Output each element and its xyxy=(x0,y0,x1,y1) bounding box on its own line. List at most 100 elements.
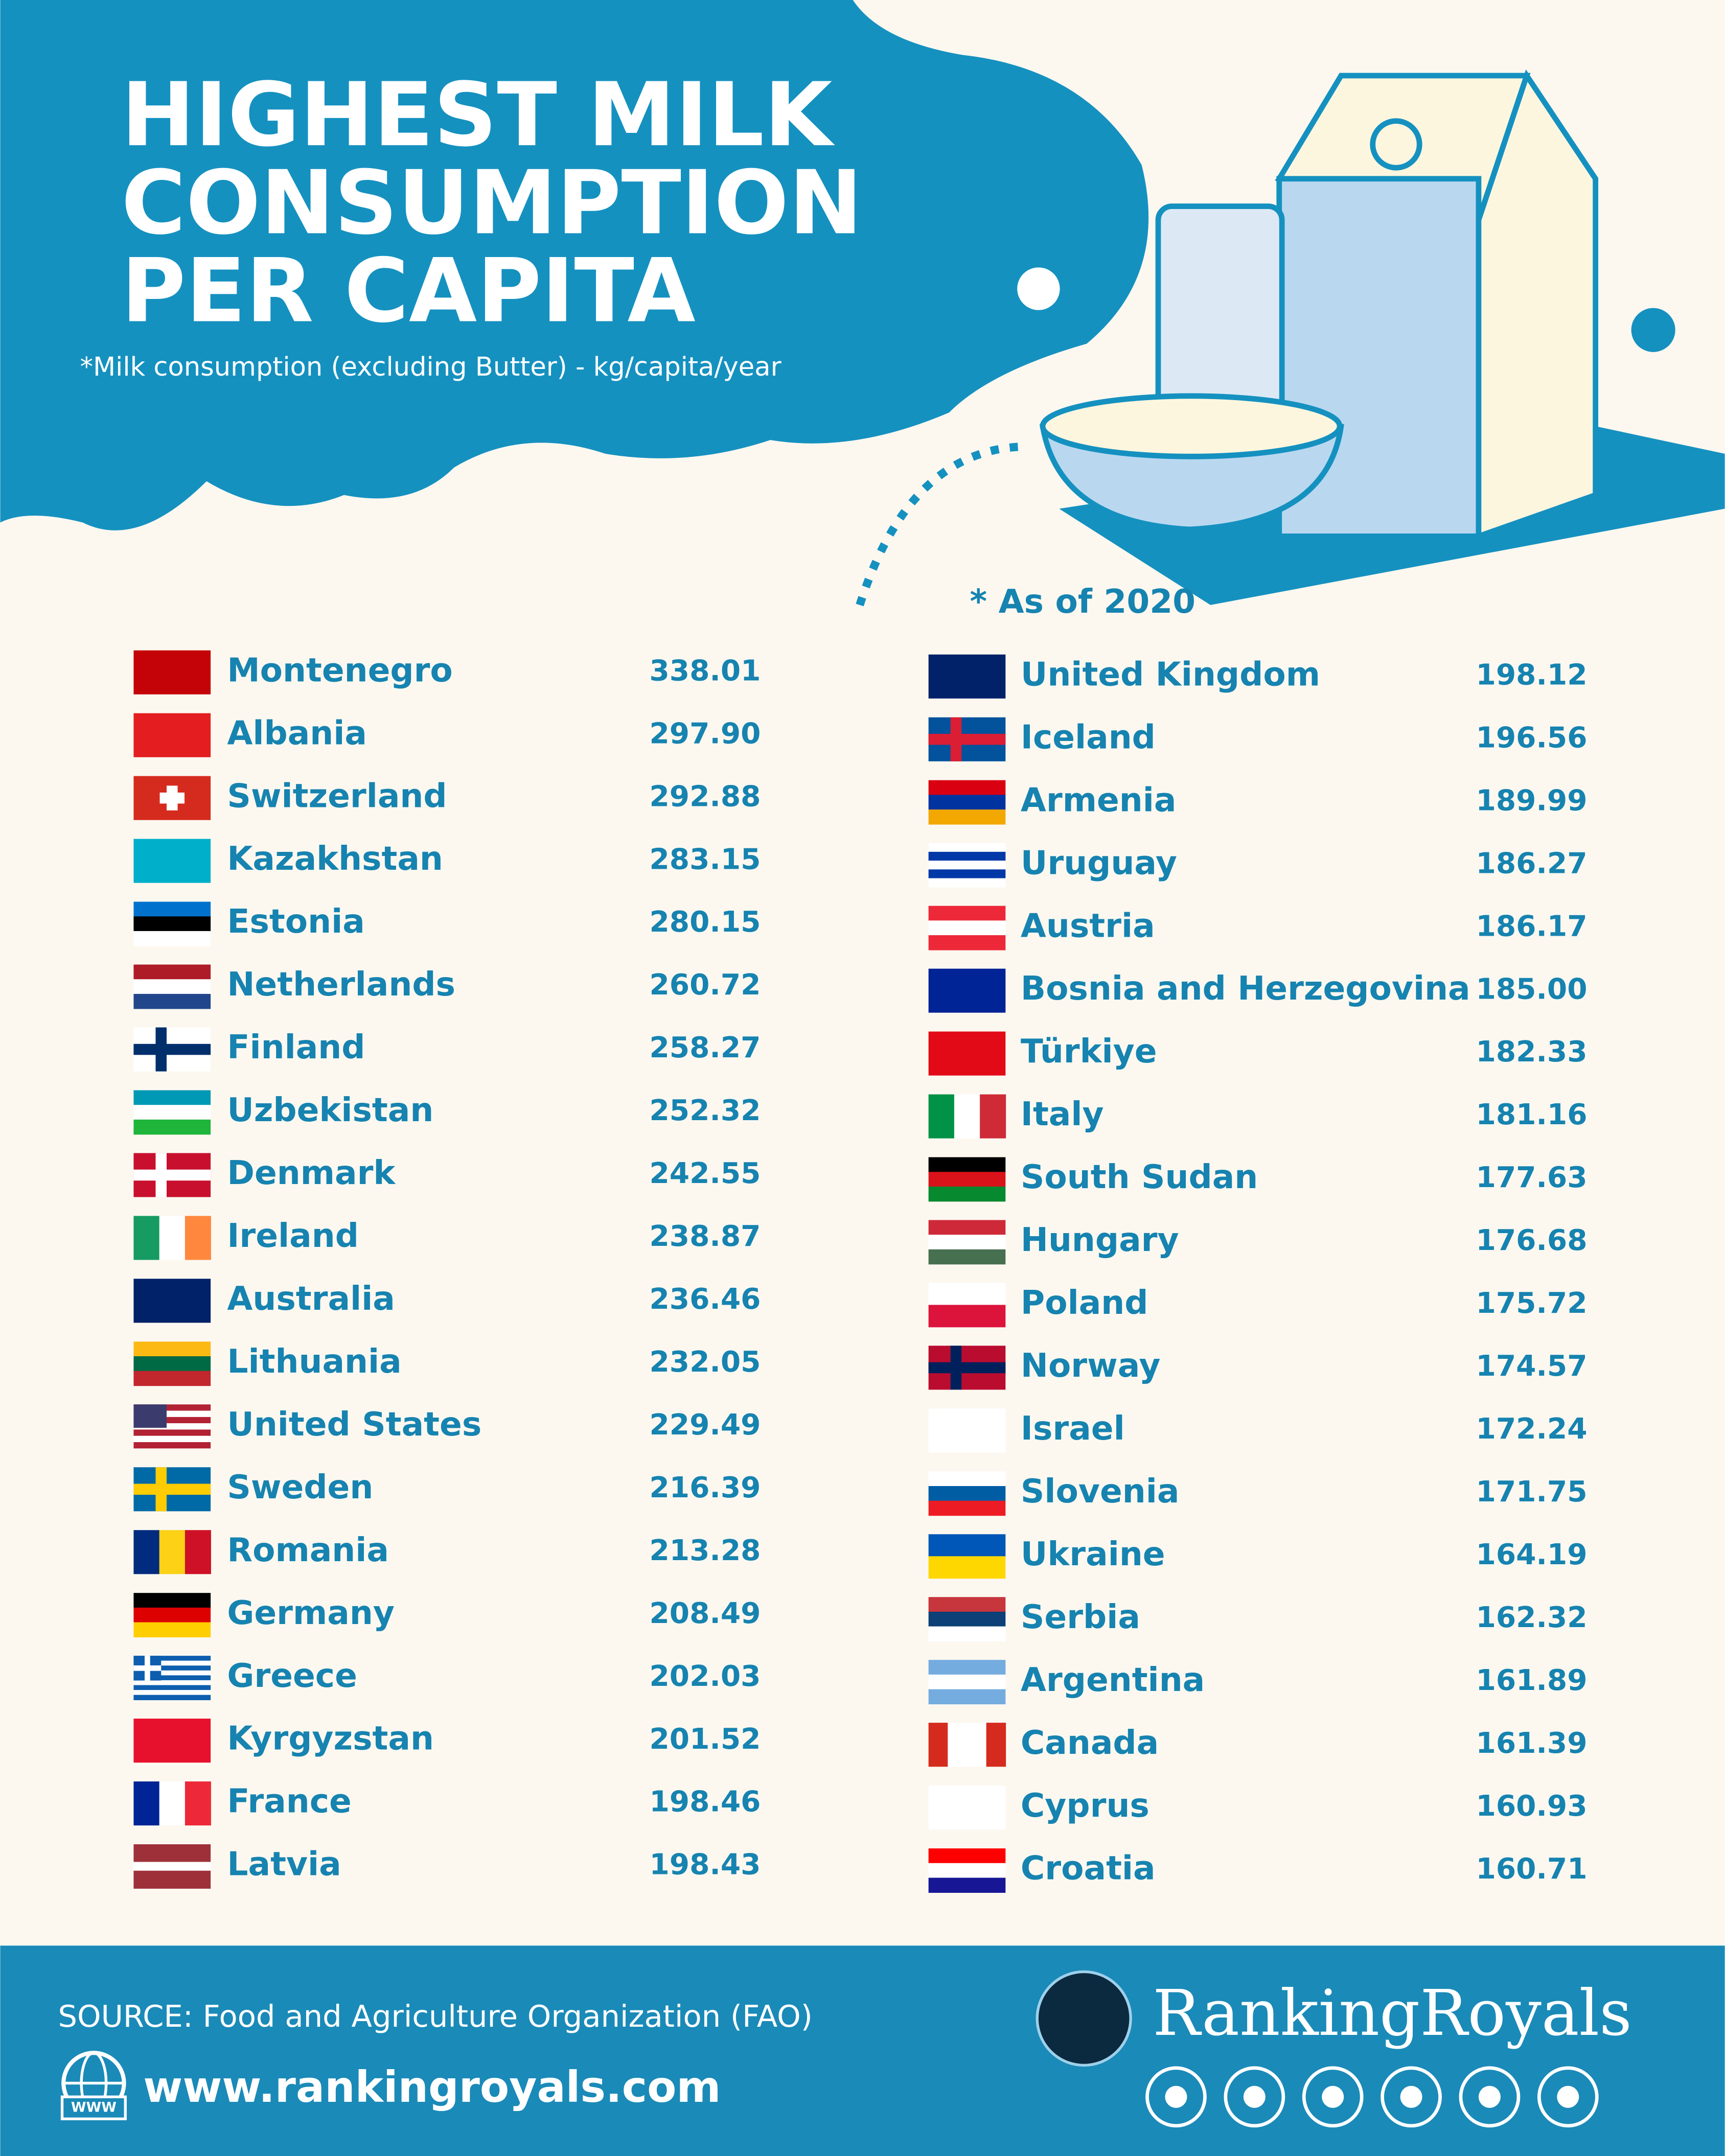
country-name: Finland xyxy=(227,1028,365,1067)
flag-part xyxy=(133,916,211,932)
country-name: Cyprus xyxy=(1021,1787,1149,1825)
table-row: Montenegro 338.01 xyxy=(133,650,761,694)
title-line: PER CAPITA xyxy=(121,240,696,342)
header-blob xyxy=(0,0,1149,530)
table-row: Ireland 238.87 xyxy=(133,1216,761,1260)
flag-part xyxy=(928,1305,1006,1328)
flag-part xyxy=(928,1863,1006,1879)
flag-part xyxy=(928,851,1006,861)
flag-part xyxy=(928,1235,1006,1250)
country-name: Latvia xyxy=(227,1845,341,1884)
consumption-value: 196.56 xyxy=(1476,721,1588,754)
social-glyph xyxy=(1243,2085,1266,2108)
flag-part xyxy=(928,1500,1006,1516)
flag-part xyxy=(928,1597,1006,1612)
social-icon[interactable] xyxy=(1537,2066,1599,2128)
flag-part xyxy=(159,1530,186,1574)
flag-part xyxy=(185,1530,211,1574)
consumption-value: 161.89 xyxy=(1476,1664,1588,1697)
social-icon[interactable] xyxy=(1459,2066,1521,2128)
flag-part xyxy=(928,1534,1006,1557)
consumption-value: 292.88 xyxy=(649,780,761,813)
flag-part xyxy=(928,1660,1006,1675)
flag-part xyxy=(133,839,211,883)
flag-part xyxy=(928,1486,1006,1501)
flag-part xyxy=(954,1094,980,1139)
social-icon[interactable] xyxy=(1302,2066,1364,2128)
table-row: Israel 172.24 xyxy=(928,1408,1588,1453)
country-name: Greece xyxy=(227,1657,357,1695)
flag-part xyxy=(928,795,1006,810)
country-name: Germany xyxy=(227,1594,395,1632)
flag-part xyxy=(133,650,211,694)
country-name: Argentina xyxy=(1021,1661,1205,1699)
country-name: South Sudan xyxy=(1021,1158,1258,1196)
illustration xyxy=(856,69,1725,607)
country-name: Israel xyxy=(1021,1409,1125,1448)
table-row: United States 229.49 xyxy=(133,1404,761,1449)
country-name: Poland xyxy=(1021,1284,1148,1322)
table-row: Kyrgyzstan 201.52 xyxy=(133,1719,761,1763)
table-row: Norway 174.57 xyxy=(928,1346,1588,1390)
consumption-value: 189.99 xyxy=(1476,784,1588,817)
country-name: Australia xyxy=(227,1280,395,1318)
social-glyph xyxy=(1322,2085,1344,2108)
flag-part xyxy=(133,1690,211,1696)
flag-part xyxy=(133,993,211,1009)
table-row: Armenia 189.99 xyxy=(928,780,1588,825)
flag-part xyxy=(928,1031,1006,1076)
flag-part xyxy=(133,1341,211,1357)
consumption-value: 181.16 xyxy=(1476,1098,1588,1131)
flag-part xyxy=(133,1169,211,1181)
consumption-value: 260.72 xyxy=(649,968,761,1002)
country-name: Kyrgyzstan xyxy=(227,1720,434,1758)
title-line: HIGHEST MILK xyxy=(121,63,835,166)
flag-part xyxy=(133,1781,160,1826)
consumption-value: 172.24 xyxy=(1476,1412,1588,1446)
flag-part xyxy=(928,809,1006,825)
consumption-value: 182.33 xyxy=(1476,1035,1588,1069)
country-name: Sweden xyxy=(227,1468,373,1506)
social-icon[interactable] xyxy=(1145,2066,1207,2128)
country-name: Iceland xyxy=(1021,718,1156,756)
table-row: Austria 186.17 xyxy=(928,906,1588,951)
note: * As of 2020 xyxy=(970,583,1195,621)
table-row: Cyprus 160.93 xyxy=(928,1786,1588,1830)
country-name: Armenia xyxy=(1021,781,1177,819)
flag-part xyxy=(159,1216,186,1260)
country-name: Hungary xyxy=(1021,1221,1179,1259)
table-row: Türkiye 182.33 xyxy=(928,1031,1588,1076)
consumption-value: 177.63 xyxy=(1476,1161,1588,1194)
social-icon[interactable] xyxy=(1224,2066,1285,2128)
table-row: Australia 236.46 xyxy=(133,1279,761,1323)
flag-part xyxy=(133,1675,211,1681)
consumption-value: 208.49 xyxy=(649,1597,761,1630)
country-name: United Kingdom xyxy=(1021,655,1320,693)
website[interactable]: www.rankingroyals.com xyxy=(143,2062,721,2112)
social-icon[interactable] xyxy=(1381,2066,1442,2128)
social-glyph xyxy=(1165,2085,1187,2108)
table-row: Denmark 242.55 xyxy=(133,1153,761,1197)
consumption-value: 280.15 xyxy=(649,906,761,939)
table-row: Ukraine 164.19 xyxy=(928,1534,1588,1579)
consumption-value: 161.39 xyxy=(1476,1727,1588,1760)
country-name: Switzerland xyxy=(227,777,447,815)
flag-part xyxy=(928,1723,949,1767)
flag-part xyxy=(928,1172,1006,1187)
flag-part xyxy=(133,1371,211,1386)
country-name: Lithuania xyxy=(227,1342,401,1381)
flag-part xyxy=(133,979,211,994)
consumption-value: 198.46 xyxy=(649,1786,761,1819)
brand: RankingRoyals xyxy=(1153,1977,1632,2050)
flag-part xyxy=(928,1094,955,1139)
table-row: Hungary 176.68 xyxy=(928,1220,1588,1265)
table-row: South Sudan 177.63 xyxy=(928,1157,1588,1202)
flag-part xyxy=(185,1781,211,1826)
consumption-value: 186.17 xyxy=(1476,910,1588,943)
footer-band xyxy=(0,1945,1725,2156)
consumption-value: 160.93 xyxy=(1476,1790,1588,1823)
flag-part xyxy=(133,1593,211,1608)
table-row: Serbia 162.32 xyxy=(928,1597,1588,1642)
country-name: Ukraine xyxy=(1021,1535,1165,1573)
